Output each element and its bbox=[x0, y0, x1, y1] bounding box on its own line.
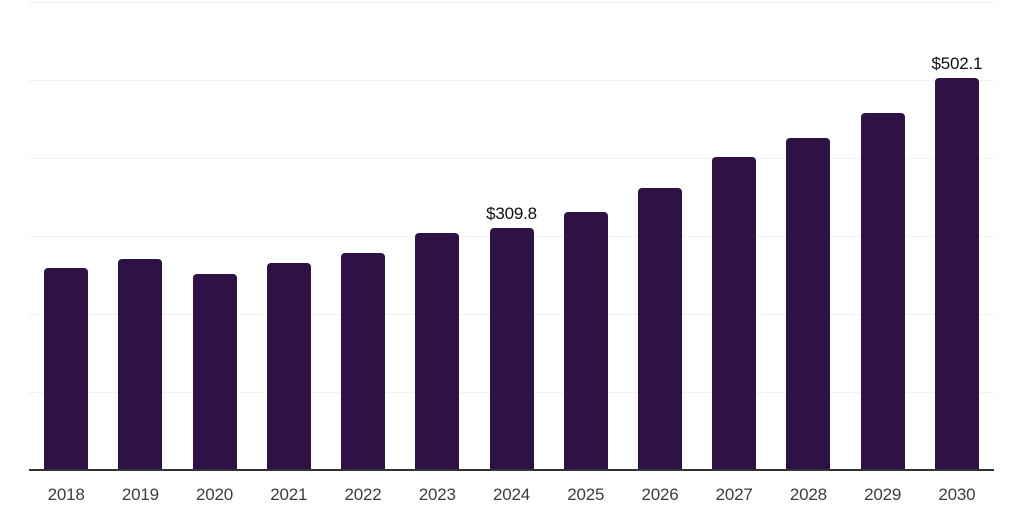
bar-2027 bbox=[712, 157, 757, 470]
x-tick-label-2029: 2029 bbox=[864, 485, 902, 504]
bar-2020 bbox=[192, 274, 237, 470]
x-tick-label-2019: 2019 bbox=[121, 485, 159, 504]
x-tick-label-2024: 2024 bbox=[492, 485, 531, 504]
x-tick-label-2028: 2028 bbox=[789, 485, 827, 504]
gridline-500 bbox=[29, 80, 994, 81]
x-tick-label-2021: 2021 bbox=[270, 485, 308, 504]
bar-2018 bbox=[44, 267, 89, 470]
x-tick-label-2022: 2022 bbox=[344, 485, 382, 504]
bar-2021 bbox=[266, 263, 311, 470]
x-axis-line bbox=[29, 469, 994, 471]
value-label-2030: $502.1 bbox=[931, 54, 983, 74]
x-tick-label-2023: 2023 bbox=[418, 485, 456, 504]
bar-2019 bbox=[118, 258, 163, 470]
bar-2025 bbox=[563, 211, 608, 470]
bar-2022 bbox=[341, 253, 386, 470]
bar-2026 bbox=[637, 187, 682, 470]
gridline-600 bbox=[29, 2, 994, 3]
gridline-400 bbox=[29, 158, 994, 159]
x-tick-label-2018: 2018 bbox=[47, 485, 85, 504]
x-tick-label-2020: 2020 bbox=[196, 485, 234, 504]
bar-2023 bbox=[415, 232, 460, 470]
x-tick-label-2026: 2026 bbox=[641, 485, 679, 504]
x-tick-label-2030: 2030 bbox=[938, 485, 976, 504]
bar-2028 bbox=[786, 137, 831, 470]
bar-2024 bbox=[489, 228, 534, 470]
value-label-2024: $309.8 bbox=[486, 204, 537, 224]
x-tick-label-2025: 2025 bbox=[567, 485, 605, 504]
bar-2029 bbox=[860, 112, 905, 470]
x-tick-label-2027: 2027 bbox=[715, 485, 753, 504]
bar-2030 bbox=[934, 78, 979, 470]
